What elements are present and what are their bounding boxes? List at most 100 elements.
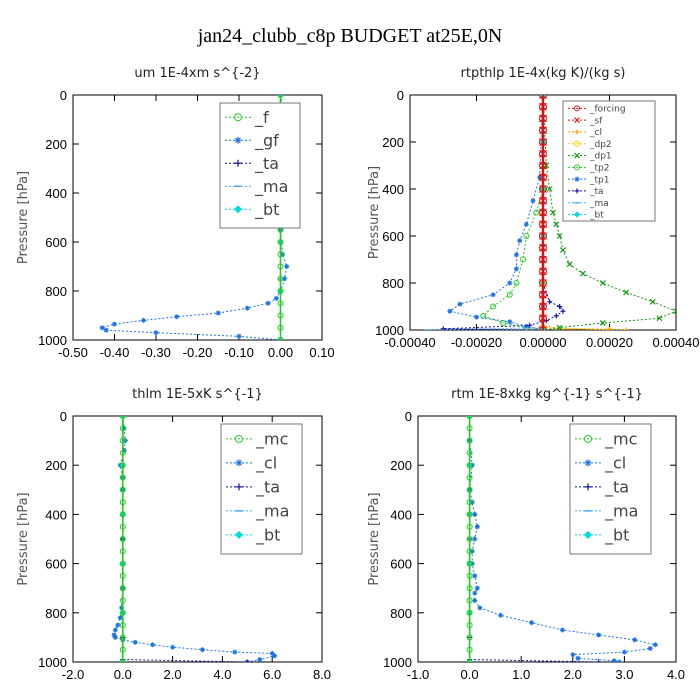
legend-item: _tp1	[568, 175, 609, 185]
data-point	[119, 486, 126, 493]
y-tick-label: 200	[45, 137, 67, 152]
legend-marker	[584, 483, 592, 491]
data-point	[490, 303, 497, 310]
x-tick-label: 4.0	[667, 667, 685, 682]
data-point	[457, 301, 463, 307]
data-point	[474, 585, 480, 591]
data-point	[277, 312, 284, 319]
chart-panel-3: thlm 1E-5xK s^{-1} Pressure [hPa] -2.0 0.0 2…	[16, 387, 331, 682]
data-point	[477, 605, 483, 611]
x-tick-label: 0.0	[114, 667, 132, 682]
series-tp2	[480, 95, 546, 330]
data-point	[596, 659, 602, 662]
data-point	[277, 239, 284, 245]
series-line	[426, 95, 544, 330]
legend-item: _ma	[568, 199, 609, 209]
legend-item: _bt	[568, 211, 604, 221]
data-point	[530, 198, 536, 204]
series-line	[113, 416, 276, 662]
chart-title: thlm 1E-5xK s^{-1}	[132, 387, 263, 402]
data-point	[215, 310, 221, 316]
data-point	[575, 655, 581, 661]
data-point	[277, 263, 284, 270]
data-point	[269, 650, 275, 656]
x-tick-label: 0.00040	[653, 335, 700, 350]
legend-marker	[235, 434, 243, 443]
y-tick-label: 0	[405, 409, 412, 424]
data-point	[539, 161, 547, 170]
plot-area	[111, 416, 278, 662]
data-point	[616, 659, 622, 662]
data-point	[466, 486, 473, 493]
data-point	[119, 425, 126, 432]
data-point	[560, 308, 566, 314]
series-forcing	[539, 95, 547, 330]
page-title: jan24_clubb_c8p BUDGET at25E,0N	[197, 25, 503, 47]
data-point	[466, 437, 473, 444]
data-point	[539, 243, 547, 252]
data-point	[119, 462, 126, 469]
legend-label: _ma	[255, 501, 289, 521]
data-point	[596, 632, 602, 638]
data-point	[466, 634, 473, 641]
data-point	[559, 627, 565, 633]
legend-label: _sf	[589, 116, 603, 126]
y-tick-label: 600	[45, 557, 67, 572]
legend-box	[219, 102, 301, 229]
x-tick-label: -0.10	[224, 345, 254, 360]
legend-marker	[574, 140, 580, 147]
data-point	[119, 511, 126, 518]
legend-label: _f	[254, 108, 269, 128]
legend-item: _ta	[225, 154, 279, 174]
legend-item: _ta	[568, 187, 604, 197]
data-point	[507, 280, 513, 286]
legend-label: _cl	[255, 453, 277, 473]
legend-label: _cl	[604, 453, 626, 473]
data-point	[112, 634, 118, 640]
data-point	[277, 324, 284, 331]
y-tick-label: 800	[390, 606, 412, 621]
legend-label: _tp1	[589, 175, 609, 185]
data-point	[174, 314, 180, 320]
data-point	[560, 247, 566, 254]
legend-marker	[574, 129, 580, 135]
chart-title: rtpthlp 1E-4x(kg K)/(kg s)	[461, 66, 626, 81]
data-point	[539, 267, 547, 276]
data-point	[112, 321, 117, 327]
y-tick-label: 400	[45, 186, 67, 201]
data-point	[623, 327, 629, 330]
series-ma	[424, 95, 546, 330]
x-tick-label: -0.20	[183, 345, 213, 360]
x-tick-label: 4.0	[213, 667, 231, 682]
data-point	[550, 209, 556, 216]
legend-label: _ma	[604, 501, 638, 521]
data-point	[513, 252, 519, 258]
data-point	[539, 232, 547, 240]
legend-marker	[583, 530, 593, 539]
legend-box	[220, 423, 303, 555]
legend-label: _ta	[255, 477, 280, 497]
y-axis-label: Pressure [hPa]	[367, 492, 382, 585]
data-point	[527, 322, 533, 328]
x-tick-label: -0.40	[100, 345, 130, 360]
series-line	[448, 95, 544, 330]
data-point	[652, 642, 658, 648]
data-point	[115, 622, 121, 628]
data-point	[466, 462, 473, 469]
data-point	[119, 499, 126, 506]
legend: _mc _cl _ta _ma _bt	[569, 423, 652, 555]
data-point	[119, 646, 126, 653]
y-tick-label: 1000	[38, 655, 67, 670]
data-point	[472, 598, 478, 603]
legend-label: _bt	[255, 525, 280, 545]
legend-label: _bt	[589, 211, 604, 221]
data-point	[523, 221, 529, 227]
legend-label: _mc	[604, 429, 637, 449]
legend-item: _cl	[575, 453, 626, 473]
legend-label: _cl	[589, 128, 602, 138]
data-point	[539, 114, 547, 123]
data-point	[553, 313, 559, 319]
x-tick-label: -0.30	[141, 345, 171, 360]
data-point	[119, 585, 126, 592]
legend-item: _ma	[226, 501, 289, 521]
